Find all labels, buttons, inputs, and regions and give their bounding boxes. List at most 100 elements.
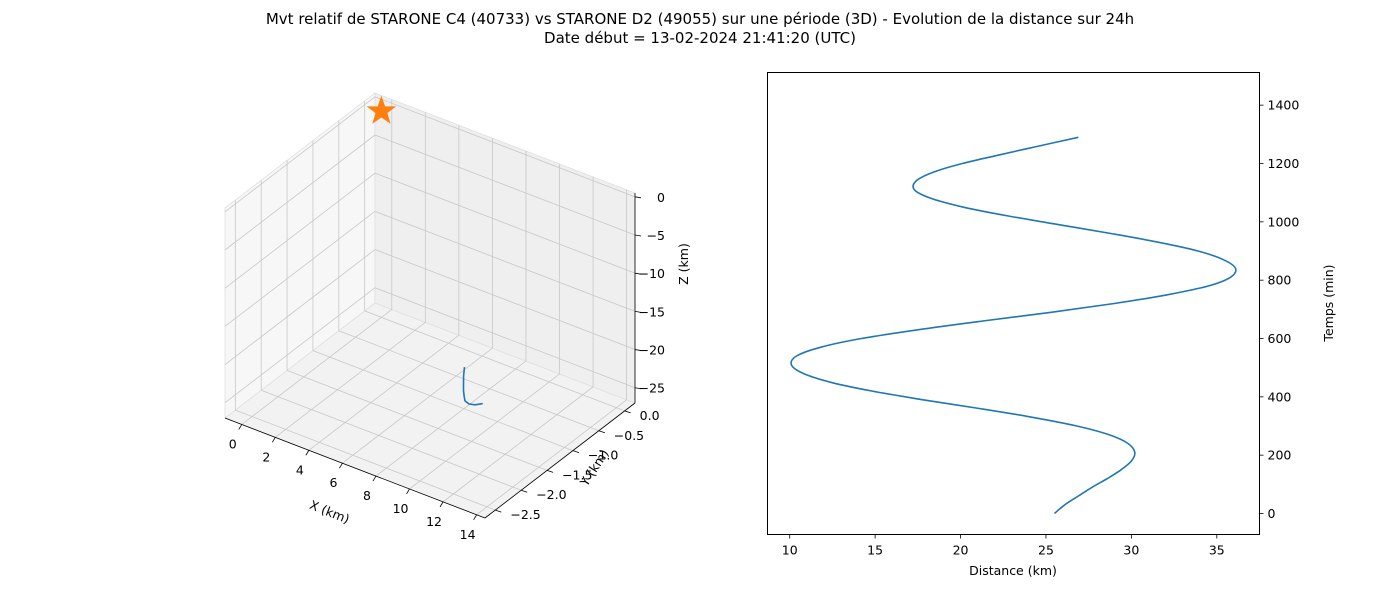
x-tick-label: 6	[329, 475, 337, 490]
x-grid-line	[342, 347, 493, 464]
grid-lines	[224, 96, 636, 516]
y-grid-line	[286, 370, 548, 471]
x-tick-label: 4	[296, 462, 304, 477]
x-grid-line	[442, 386, 594, 503]
x-tick-mark	[439, 501, 444, 508]
x-axis-line	[224, 417, 486, 519]
z-grid-line	[224, 211, 376, 327]
y-tick-label: 1200	[1268, 156, 1300, 171]
y-tick-label: −1.0	[588, 448, 618, 463]
y-tick-label: −0.5	[614, 428, 644, 443]
y-tick-label: −1.5	[562, 467, 592, 482]
distance-time-chart: 10 15 20 25 30 35 0 200 400 600 800 1000 1200 1400 D…	[767, 72, 1336, 578]
y-tick-label: 1400	[1268, 98, 1300, 113]
x-tick-label: 25	[1038, 543, 1054, 558]
z-grid-line	[374, 134, 636, 236]
x-tick-label: 10	[393, 501, 409, 516]
y-tick-label: −2.0	[536, 487, 566, 502]
x-tick-mark	[238, 424, 243, 430]
z-axis-label: Z (km)	[676, 243, 691, 285]
x-tick-mark	[271, 437, 276, 443]
y-tick-label: 1000	[1268, 214, 1300, 229]
z-tick-mark	[634, 272, 642, 275]
axis-panes	[224, 92, 636, 519]
x-tick-label: 15	[867, 543, 883, 558]
y-tick-label: −2.5	[510, 507, 540, 522]
x-tick-label: 14	[460, 527, 476, 542]
x-grid-line	[476, 399, 627, 516]
z-grid-line	[224, 172, 376, 289]
trajectory-line	[462, 367, 483, 406]
z-grid-line	[374, 249, 636, 350]
tick-labels: 0 2 4 6 8 10 12 14 0.0 −0.5 −1.0 −1.5 −2.0 −2.5 0 −5 −10…	[229, 190, 665, 542]
z-tick-mark	[634, 234, 642, 237]
y-grid-line	[312, 350, 574, 451]
y-grid-line	[261, 389, 522, 491]
x-axis-label: X (km)	[308, 497, 352, 527]
x-grid-line	[275, 322, 426, 438]
x-grid-line	[375, 360, 527, 477]
start-star-marker	[366, 95, 397, 124]
z-tick-label: −15	[639, 304, 665, 319]
distance-line	[790, 136, 1237, 515]
x-tick-label: 0	[229, 436, 237, 451]
y-tick-mark	[521, 489, 528, 493]
z-tick-mark	[634, 196, 642, 199]
z-grid-line	[374, 210, 636, 312]
y-tick-mark	[624, 410, 631, 414]
x-tick-mark	[372, 475, 377, 482]
z-tick-label: −10	[639, 266, 665, 281]
y-ticks: 0 200 400 600 800 1000 1200 1400	[1259, 98, 1300, 521]
x-tick-label: 20	[953, 543, 969, 558]
z-tick-label: −25	[639, 381, 665, 396]
distance-series	[790, 136, 1237, 515]
z-tick-mark	[634, 310, 642, 313]
x-tick-mark	[473, 514, 477, 520]
z-tick-label: −5	[647, 228, 665, 243]
z-tick-mark	[634, 387, 642, 390]
x-grid-line	[409, 373, 560, 490]
y-tick-label: 0	[1268, 506, 1276, 521]
x-tick-mark	[339, 462, 343, 469]
x-tick-label: 10	[782, 543, 798, 558]
y-tick-label: 600	[1268, 331, 1292, 346]
z-tick-mark	[634, 349, 642, 351]
y-tick-mark	[495, 509, 502, 513]
x-tick-label: 8	[363, 488, 371, 503]
z-grid-line	[374, 287, 636, 389]
y-axis-line	[484, 402, 636, 519]
z-grid-line	[224, 287, 376, 404]
trajectory-series	[366, 95, 483, 406]
x-axis-label: Distance (km)	[969, 563, 1057, 578]
x-ticks: 10 15 20 25 30 35	[782, 534, 1225, 558]
x-tick-label: 30	[1123, 543, 1139, 558]
x-tick-label: 35	[1209, 543, 1225, 558]
figure-title: Mvt relatif de STARONE C4 (40733) vs STA…	[265, 10, 1135, 28]
x-tick-label: 12	[426, 514, 442, 529]
y-tick-mark	[598, 430, 605, 434]
y-tick-label: 800	[1268, 273, 1292, 288]
x-tick-mark	[406, 488, 410, 495]
z-grid-line	[374, 96, 636, 198]
y-tick-label: 200	[1268, 448, 1292, 463]
y-tick-label: 0.0	[640, 408, 660, 423]
z-grid-line	[374, 172, 636, 274]
y-axis-label: Temps (min)	[1321, 264, 1336, 342]
y-grid-line	[338, 330, 599, 432]
plot-frame	[767, 72, 1260, 535]
x-grid-line	[241, 309, 393, 425]
z-tick-label: 0	[657, 190, 665, 205]
y-tick-label: 400	[1268, 389, 1292, 404]
z-grid-line	[224, 249, 376, 365]
y-tick-mark	[572, 450, 580, 453]
y-tick-mark	[546, 470, 554, 473]
z-grid-line	[224, 96, 376, 213]
x-tick-label: 2	[262, 449, 270, 464]
trajectory-3d-chart: 0 2 4 6 8 10 12 14 0.0 −0.5 −1.0 −1.5 −2.0 −2.5 0 −5 −10…	[224, 92, 691, 542]
z-tick-label: −20	[639, 343, 665, 358]
x-grid-line	[308, 334, 460, 451]
y-grid-line	[364, 310, 625, 412]
y-grid-line	[235, 409, 496, 511]
x-tick-mark	[305, 450, 310, 456]
figure-subtitle: Date début = 13-02-2024 21:41:20 (UTC)	[544, 29, 856, 47]
